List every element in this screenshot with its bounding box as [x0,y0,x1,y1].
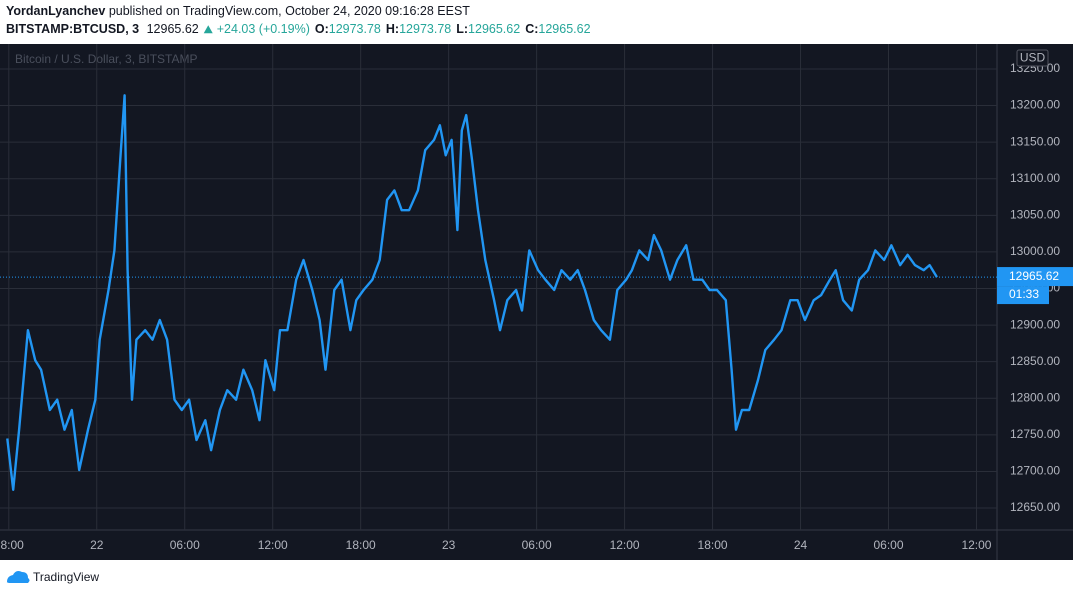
ohlc-value: 12965.62 [468,22,520,36]
last-price-box [997,267,1073,287]
x-tick-label: 18:00 [0,538,24,552]
author: YordanLyanchev [6,4,105,18]
y-tick-label: 12750.00 [1010,427,1060,441]
footer: TradingView [6,570,99,584]
x-tick-label: 22 [90,538,104,552]
x-tick-label: 23 [442,538,456,552]
x-tick-label: 12:00 [258,538,288,552]
brand: TradingView [33,570,99,584]
x-tick-label: 12:00 [610,538,640,552]
x-tick-label: 06:00 [873,538,903,552]
y-tick-label: 12700.00 [1010,464,1060,478]
ohlc-label: H: [386,22,399,36]
y-tick-label: 13200.00 [1010,98,1060,112]
symbol: BITSTAMP:BTCUSD, 3 [6,22,139,36]
symbol-line: BITSTAMP:BTCUSD, 3 12965.62 +24.03 (+0.19… [6,22,591,36]
price-line [6,94,938,491]
y-tick-label: 13050.00 [1010,207,1060,221]
x-tick-label: 06:00 [522,538,552,552]
published: published on TradingView.com, October 24… [109,4,470,18]
x-tick-label: 18:00 [346,538,376,552]
countdown: 01:33 [1009,287,1039,301]
ohlc-label: L: [456,22,468,36]
logo-icon [6,571,30,583]
change: +24.03 (+0.19%) [217,22,310,36]
countdown-box [997,286,1049,305]
currency: USD [1020,51,1046,65]
x-tick-label: 12:00 [961,538,991,552]
y-tick-label: 12800.00 [1010,390,1060,404]
y-tick-label: 12650.00 [1010,500,1060,514]
chart: Bitcoin / U.S. Dollar, 3, BITSTAMP 12650… [0,44,1073,560]
y-tick-label: 13000.00 [1010,244,1060,258]
x-tick-label: 06:00 [170,538,200,552]
ohlc-value: 12973.78 [399,22,451,36]
last: 12965.62 [147,22,199,36]
ohlc-value: 12965.62 [538,22,590,36]
last-price-label: 12965.62 [1009,269,1059,283]
watermark: Bitcoin / U.S. Dollar, 3, BITSTAMP [15,52,198,66]
x-tick-label: 24 [794,538,808,552]
y-tick-label: 12850.00 [1010,354,1060,368]
change-arrow [203,25,213,34]
y-tick-label: 13150.00 [1010,134,1060,148]
ohlc-value: 12973.78 [329,22,381,36]
y-tick-label: 13100.00 [1010,171,1060,185]
publish-line: YordanLyanchev published on TradingView.… [6,4,470,18]
currency-box [1016,49,1049,67]
x-tick-label: 18:00 [698,538,728,552]
ohlc-label: O: [315,22,329,36]
y-tick-label: 12900.00 [1010,317,1060,331]
ohlc-label: C: [525,22,538,36]
